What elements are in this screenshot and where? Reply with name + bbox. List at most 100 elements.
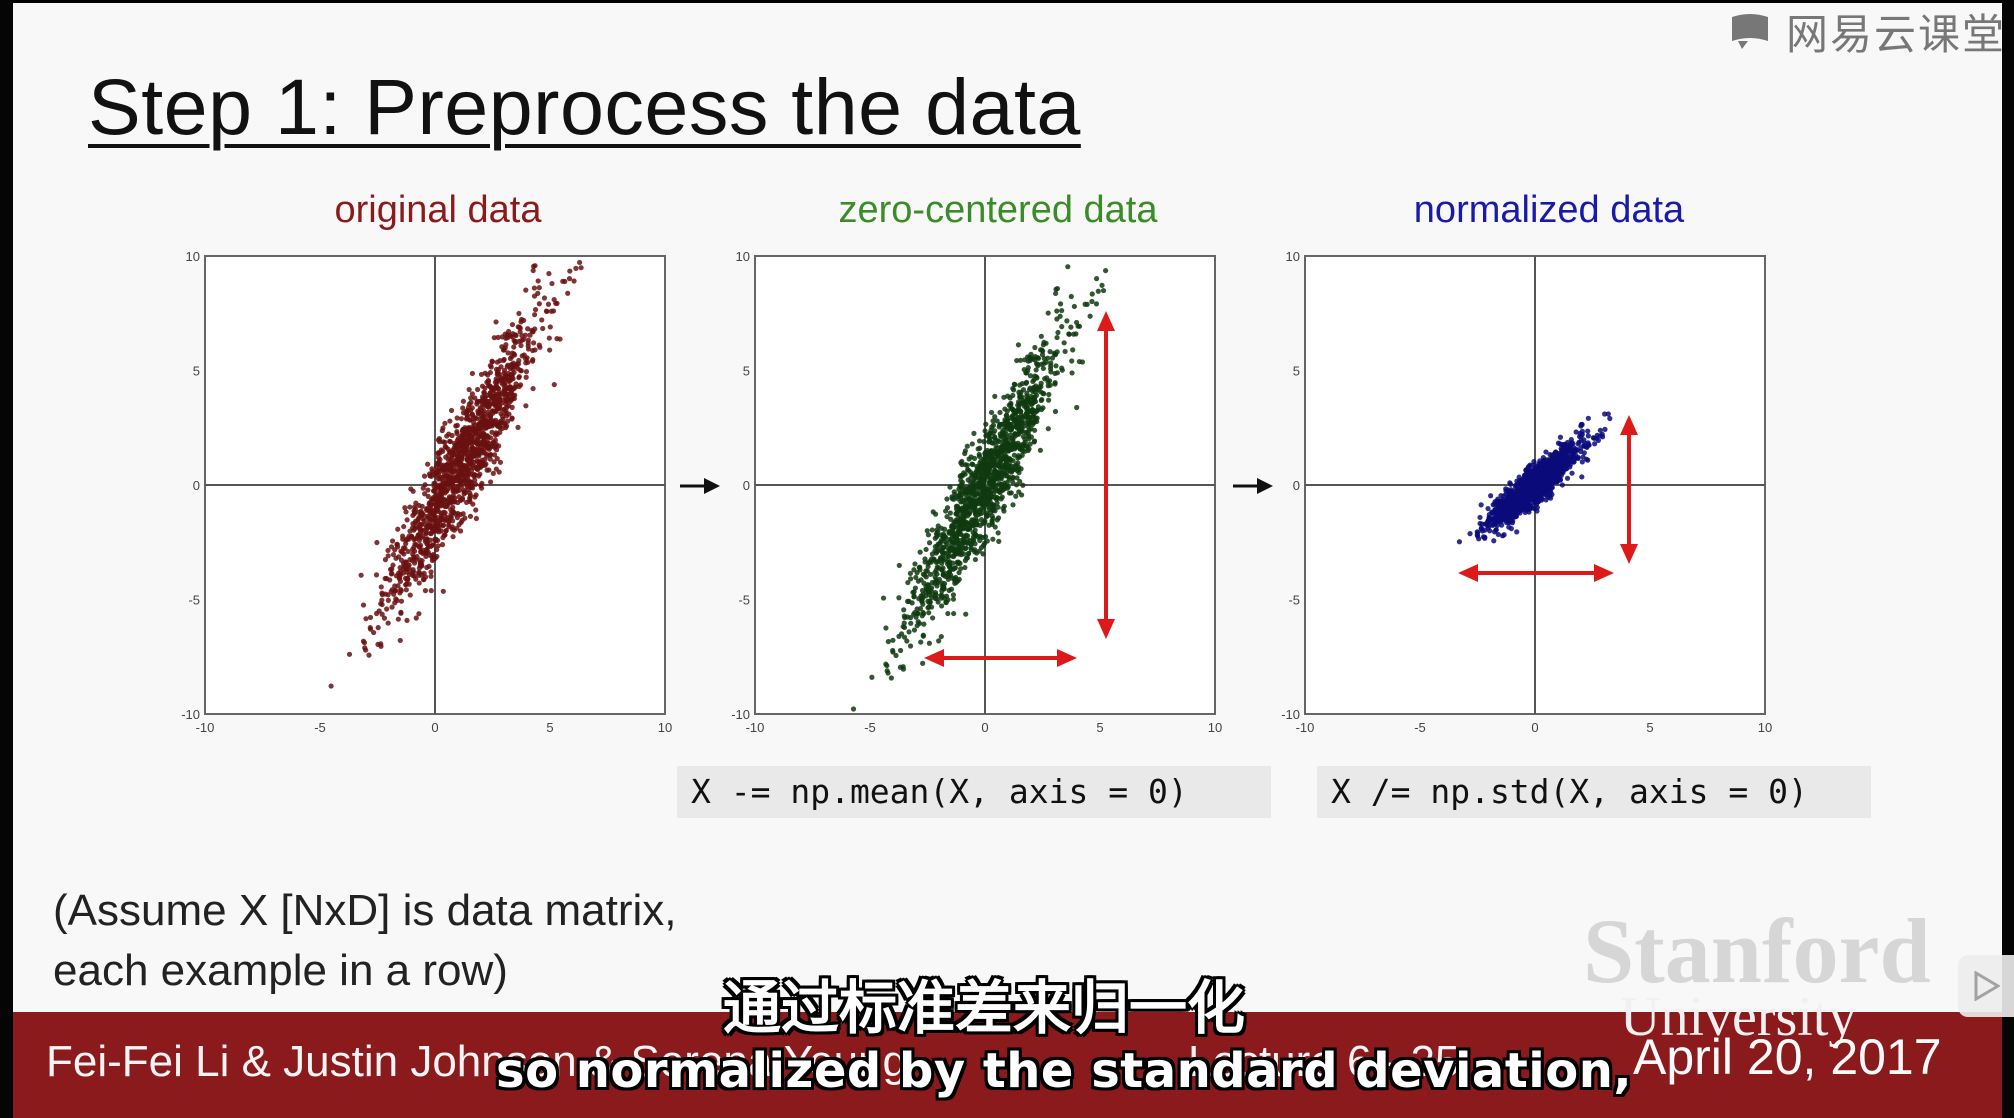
- data-point: [418, 511, 424, 517]
- data-point: [966, 526, 973, 532]
- data-point: [434, 527, 440, 533]
- data-point: [992, 508, 998, 514]
- data-point: [921, 580, 927, 586]
- video-border-right: [2002, 0, 2014, 1118]
- data-point: [1025, 424, 1031, 430]
- video-border-left: [0, 0, 13, 1118]
- data-point: [464, 432, 471, 438]
- data-point: [454, 422, 460, 428]
- data-point: [1040, 348, 1046, 354]
- data-point: [925, 532, 932, 538]
- data-point: [982, 456, 988, 463]
- assumption-note: (Assume X [NxD] is data matrix, each exa…: [53, 881, 676, 1001]
- data-point: [1506, 524, 1512, 530]
- data-point: [503, 397, 509, 403]
- data-point: [373, 572, 380, 578]
- data-point: [523, 356, 529, 362]
- data-point: [948, 586, 955, 592]
- data-point: [1035, 355, 1041, 361]
- data-point: [455, 442, 462, 448]
- footer-lecture: Lecture 6 - 25: [1188, 1037, 1460, 1086]
- data-point: [459, 465, 465, 471]
- data-point: [404, 566, 410, 572]
- data-point: [456, 522, 462, 528]
- data-point: [1503, 486, 1509, 492]
- data-point: [440, 487, 446, 493]
- data-point: [1089, 298, 1095, 305]
- y-tick-label: -10: [181, 707, 200, 722]
- data-point: [978, 544, 985, 551]
- data-point: [1480, 534, 1487, 540]
- data-point: [1602, 426, 1608, 432]
- y-tick-label: 5: [193, 364, 200, 379]
- data-point: [999, 446, 1005, 452]
- data-point: [468, 399, 474, 405]
- data-point: [880, 595, 887, 601]
- data-point: [531, 340, 537, 346]
- play-button[interactable]: [1958, 955, 2014, 1017]
- data-point: [476, 453, 482, 459]
- data-point: [466, 386, 472, 393]
- data-point: [1479, 521, 1485, 527]
- data-point: [1052, 408, 1059, 415]
- data-point: [425, 493, 431, 499]
- netease-classroom-icon: [1732, 14, 1768, 49]
- data-point: [436, 435, 443, 442]
- x-tick-label: -10: [1296, 720, 1315, 735]
- data-point: [1569, 470, 1575, 476]
- data-point: [383, 575, 390, 582]
- data-point: [425, 542, 431, 548]
- data-point: [426, 563, 432, 569]
- data-point: [454, 478, 460, 484]
- data-point: [452, 468, 458, 474]
- data-point: [432, 480, 438, 487]
- data-point: [447, 438, 453, 444]
- data-point: [896, 562, 902, 569]
- data-point: [869, 674, 875, 680]
- data-point: [1093, 276, 1100, 282]
- data-point: [936, 576, 942, 583]
- data-point: [469, 412, 475, 418]
- data-point: [1015, 414, 1022, 421]
- y-tick-label: -10: [731, 707, 750, 722]
- footer-authors: Fei-Fei Li & Justin Johnson & Serena Yeu…: [46, 1037, 907, 1086]
- data-point: [411, 536, 417, 543]
- data-point: [505, 350, 511, 356]
- data-point: [963, 545, 969, 551]
- data-point: [467, 513, 474, 519]
- data-point: [463, 499, 470, 505]
- data-point: [1048, 363, 1054, 369]
- data-point: [1544, 469, 1551, 475]
- x-tick-label: 5: [1646, 720, 1653, 735]
- data-point: [489, 359, 496, 365]
- spread-arrow-vertical-2-head-start: [1620, 415, 1638, 435]
- data-point: [993, 487, 999, 494]
- data-point: [961, 533, 967, 539]
- data-point: [1012, 382, 1018, 388]
- y-tick-label: -10: [1281, 707, 1300, 722]
- data-point: [536, 285, 542, 291]
- data-point: [485, 372, 491, 378]
- data-point: [1011, 387, 1017, 393]
- data-point: [924, 528, 930, 534]
- data-point: [947, 536, 953, 542]
- data-point: [901, 607, 907, 613]
- data-point: [940, 534, 946, 540]
- data-point: [389, 604, 395, 610]
- data-point: [912, 610, 918, 616]
- data-point: [1525, 503, 1532, 509]
- data-point: [972, 549, 978, 555]
- data-point: [997, 460, 1004, 466]
- data-point: [1051, 350, 1057, 356]
- data-point: [431, 488, 437, 494]
- data-point: [1095, 288, 1101, 294]
- data-point: [1593, 435, 1600, 441]
- data-point: [438, 510, 445, 516]
- data-point: [998, 476, 1004, 482]
- data-point: [1552, 463, 1558, 469]
- data-point: [977, 501, 983, 507]
- data-point: [964, 462, 970, 468]
- data-point: [911, 593, 917, 599]
- slide: Step 1: Preprocess the data original dat…: [13, 3, 2002, 1118]
- data-point: [1485, 525, 1491, 531]
